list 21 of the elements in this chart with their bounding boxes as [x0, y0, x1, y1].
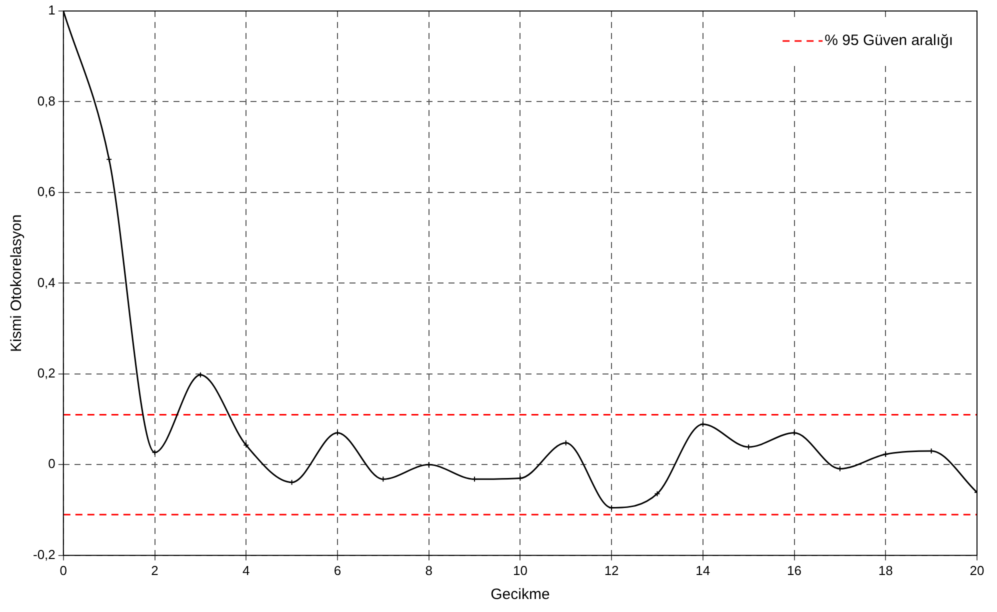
x-tick-label: 10: [512, 562, 528, 578]
y-tick-label: 1: [48, 2, 56, 18]
x-axis-title: Gecikme: [490, 586, 550, 604]
y-tick-label: -0,2: [32, 546, 56, 562]
x-tick-label: 0: [60, 562, 68, 578]
y-axis-title: Kismi Otokorelasyon: [8, 214, 26, 352]
x-tick-label: 16: [787, 562, 802, 578]
y-tick-label: 0,4: [37, 274, 56, 290]
y-tick-label: 0,2: [37, 366, 56, 381]
x-tick-label: 14: [696, 562, 710, 578]
legend-label: % 95 Güven aralığı: [824, 32, 954, 50]
x-tick-label: 8: [425, 562, 432, 578]
x-tick-label: 20: [970, 562, 984, 578]
y-tick-label: 0,6: [37, 184, 56, 200]
x-tick-label: 2: [151, 562, 158, 578]
x-tick-label: 6: [334, 562, 342, 578]
x-tick-label: 18: [878, 562, 893, 578]
x-tick-label: 12: [604, 562, 619, 578]
x-tick-label: 4: [242, 562, 250, 578]
y-tick-label: 0: [48, 456, 56, 472]
y-tick-label: 0,8: [37, 93, 56, 108]
